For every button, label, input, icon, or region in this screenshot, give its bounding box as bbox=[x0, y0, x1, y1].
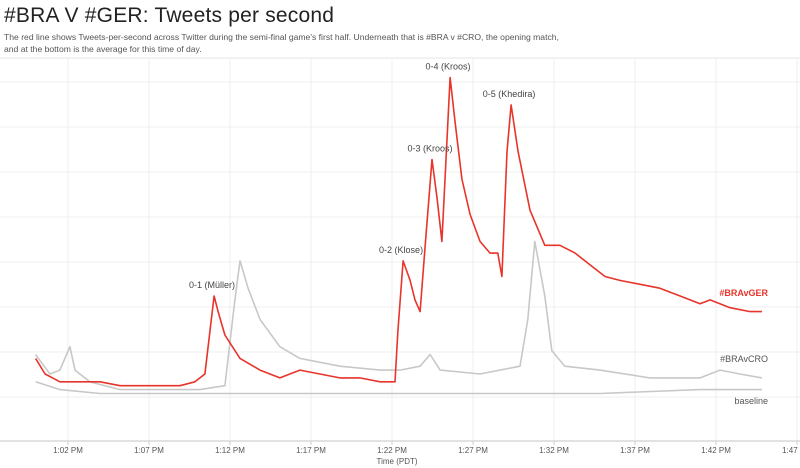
subtitle-line: The red line shows Tweets-per-second acr… bbox=[4, 32, 559, 42]
goal-annotation: 0-3 (Kroos) bbox=[407, 144, 452, 154]
goal-annotation: 0-2 (Klose) bbox=[379, 245, 423, 255]
chart-title: #BRA V #GER: Tweets per second bbox=[4, 4, 335, 27]
series-label: baseline bbox=[734, 396, 768, 406]
x-axis-title: Time (PDT) bbox=[376, 457, 417, 466]
goal-annotation: 0-5 (Khedira) bbox=[483, 89, 536, 99]
x-tick-label: 1:02 PM bbox=[53, 446, 83, 455]
goal-annotation: 0-4 (Kroos) bbox=[426, 62, 471, 72]
subtitle-line: and at the bottom is the average for thi… bbox=[4, 44, 202, 54]
series-label: #BRAvGER bbox=[719, 288, 768, 298]
x-tick-label: 1:12 PM bbox=[215, 446, 245, 455]
x-tick-label: 1:07 PM bbox=[134, 446, 164, 455]
x-tick-label: 1:37 PM bbox=[620, 446, 650, 455]
x-tick-label: 1:22 PM bbox=[377, 446, 407, 455]
x-tick-label: 1:17 PM bbox=[296, 446, 326, 455]
chart-subtitle: The red line shows Tweets-per-second acr… bbox=[4, 31, 704, 55]
x-tick-label: 1:27 PM bbox=[458, 446, 488, 455]
series-label: #BRAvCRO bbox=[720, 354, 768, 364]
series-line-baseline bbox=[35, 381, 762, 395]
x-tick-label: 1:47 PM bbox=[782, 446, 800, 455]
series-line-bravcro bbox=[34, 240, 763, 391]
goal-annotation: 0-1 (Müller) bbox=[189, 280, 235, 290]
x-tick-label: 1:42 PM bbox=[701, 446, 731, 455]
series-line-bravger bbox=[34, 76, 762, 387]
x-tick-label: 1:32 PM bbox=[539, 446, 569, 455]
